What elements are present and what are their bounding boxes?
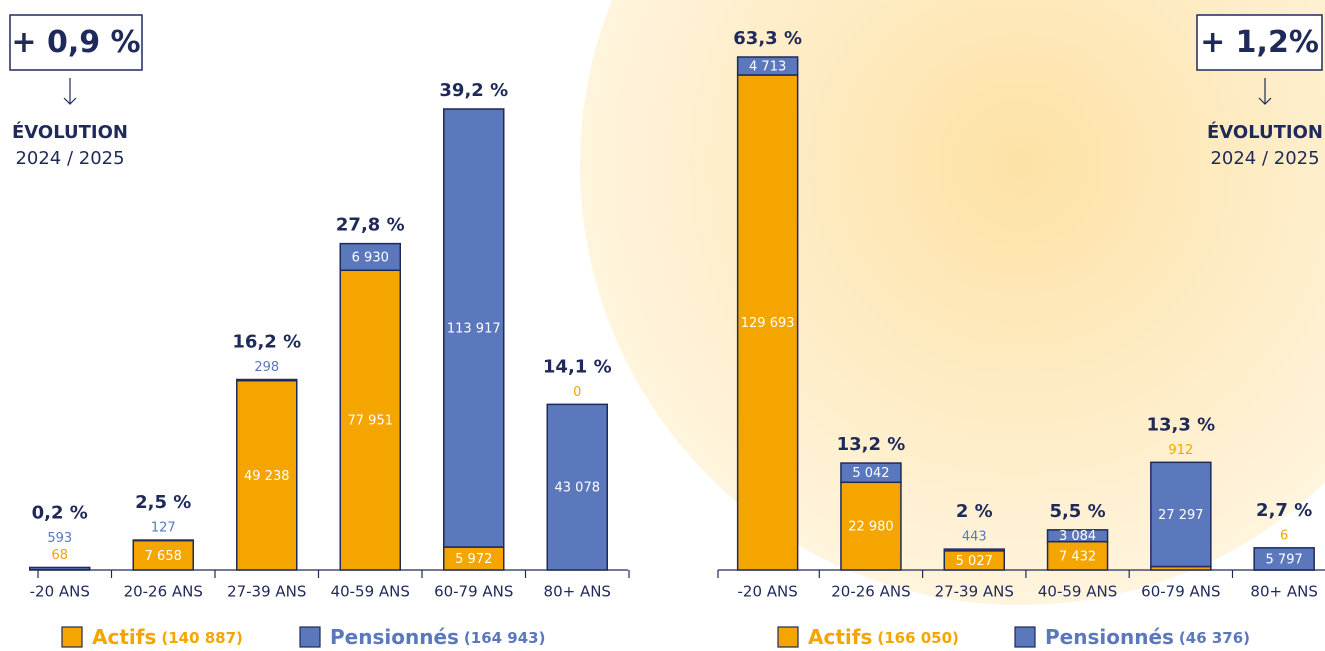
share-label: 27,8 % — [336, 215, 405, 236]
bar-segment — [29, 566, 91, 571]
bar-segment — [736, 56, 799, 76]
value-label: 0 — [573, 385, 581, 400]
share-label: 14,1 % — [543, 356, 612, 377]
value-label: 4 713 — [749, 59, 786, 74]
share-label: 39,2 % — [439, 80, 508, 101]
legend-total: (166 050) — [877, 629, 959, 647]
value-label: 129 693 — [741, 316, 795, 331]
share-label: 16,2 % — [232, 332, 301, 353]
value-label: 22 980 — [848, 520, 894, 535]
legend-name: Actifs — [92, 625, 156, 649]
bar-segment — [840, 481, 902, 571]
legend-name: Pensionnés — [1045, 625, 1174, 649]
value-label: 5 042 — [852, 466, 889, 481]
value-label: 7 432 — [1059, 549, 1096, 564]
share-label: 13,2 % — [837, 434, 906, 455]
legend-swatch — [1014, 626, 1036, 648]
share-label: 0,2 % — [32, 502, 88, 523]
legend-label: Actifs (140 887) — [92, 625, 243, 649]
x-tick-label: -20 ANS — [738, 583, 798, 601]
share-label: 5,5 % — [1049, 501, 1105, 522]
evolution-value: + 1,2% — [1200, 25, 1319, 60]
bar-segment — [840, 462, 902, 484]
value-label: 113 917 — [447, 322, 501, 337]
x-tick-label: 80+ ANS — [544, 583, 611, 601]
value-label: 443 — [962, 530, 987, 545]
bar-segment — [236, 378, 298, 382]
share-label: 2 % — [956, 501, 993, 522]
evolution-title: ÉVOLUTION — [12, 121, 128, 143]
value-label: 127 — [151, 521, 176, 536]
value-label: 43 078 — [555, 481, 601, 496]
share-label: 13,3 % — [1146, 414, 1215, 435]
evolution-box — [9, 14, 143, 71]
legend-label: Actifs (166 050) — [808, 625, 959, 649]
evolution-value: + 0,9 % — [11, 25, 140, 60]
value-label: 593 — [47, 531, 72, 546]
value-label: 298 — [254, 360, 279, 375]
value-label: 3 084 — [1059, 529, 1096, 544]
bar-segment — [339, 269, 401, 571]
x-tick-label: 20-26 ANS — [124, 583, 203, 601]
value-label: 6 — [1280, 528, 1288, 543]
evolution-arrowhead — [1258, 97, 1272, 105]
value-label: 5 797 — [1266, 552, 1303, 567]
x-tick-label: 60-79 ANS — [434, 583, 513, 601]
x-tick-label: 40-59 ANS — [331, 583, 410, 601]
value-label: 7 658 — [145, 549, 182, 564]
bar-segment — [443, 108, 505, 548]
evolution-period: 2024 / 2025 — [15, 148, 124, 169]
x-tick-label: 60-79 ANS — [1141, 583, 1220, 601]
bar-segment — [546, 403, 608, 571]
bar-segment — [736, 74, 799, 571]
evolution-period: 2024 / 2025 — [1210, 148, 1319, 169]
value-label: 27 297 — [1158, 508, 1204, 523]
value-label: 68 — [51, 548, 68, 563]
value-label: 77 951 — [348, 414, 394, 429]
bar-segment — [339, 242, 401, 272]
legend-total: (46 376) — [1179, 629, 1250, 647]
evolution-box — [1196, 14, 1323, 71]
background-circle — [580, 0, 1325, 605]
legend-swatch — [777, 626, 799, 648]
x-tick-label: 27-39 ANS — [935, 583, 1014, 601]
legend-name: Actifs — [808, 625, 872, 649]
bar-segment — [943, 548, 1005, 552]
x-tick-label: 20-26 ANS — [831, 583, 910, 601]
bar-segment — [236, 379, 298, 571]
value-label: 6 930 — [352, 250, 389, 265]
bar-segment — [1150, 461, 1212, 568]
legend-total: (164 943) — [464, 629, 546, 647]
x-tick-label: 27-39 ANS — [227, 583, 306, 601]
legend-name: Pensionnés — [330, 625, 459, 649]
share-label: 2,5 % — [135, 492, 191, 513]
share-label: 2,7 % — [1256, 500, 1312, 521]
legend-total: (140 887) — [161, 629, 243, 647]
value-label: 912 — [1168, 443, 1193, 458]
bar-segment — [132, 539, 194, 571]
legend-label: Pensionnés (164 943) — [330, 625, 545, 649]
bar-segment — [1253, 547, 1315, 571]
value-label: 5 027 — [956, 554, 993, 569]
legend-label: Pensionnés (46 376) — [1045, 625, 1250, 649]
evolution-arrowhead — [63, 97, 77, 105]
bar-segment — [1046, 540, 1109, 571]
x-tick-label: 40-59 ANS — [1038, 583, 1117, 601]
bar-segment — [1046, 529, 1109, 543]
share-label: 63,3 % — [733, 28, 802, 49]
legend-swatch — [299, 626, 321, 648]
legend-swatch — [61, 626, 83, 648]
evolution-title: ÉVOLUTION — [1207, 121, 1323, 143]
x-tick-label: 80+ ANS — [1250, 583, 1317, 601]
value-label: 49 238 — [244, 469, 290, 484]
x-tick-label: -20 ANS — [30, 583, 90, 601]
value-label: 5 972 — [455, 552, 492, 567]
